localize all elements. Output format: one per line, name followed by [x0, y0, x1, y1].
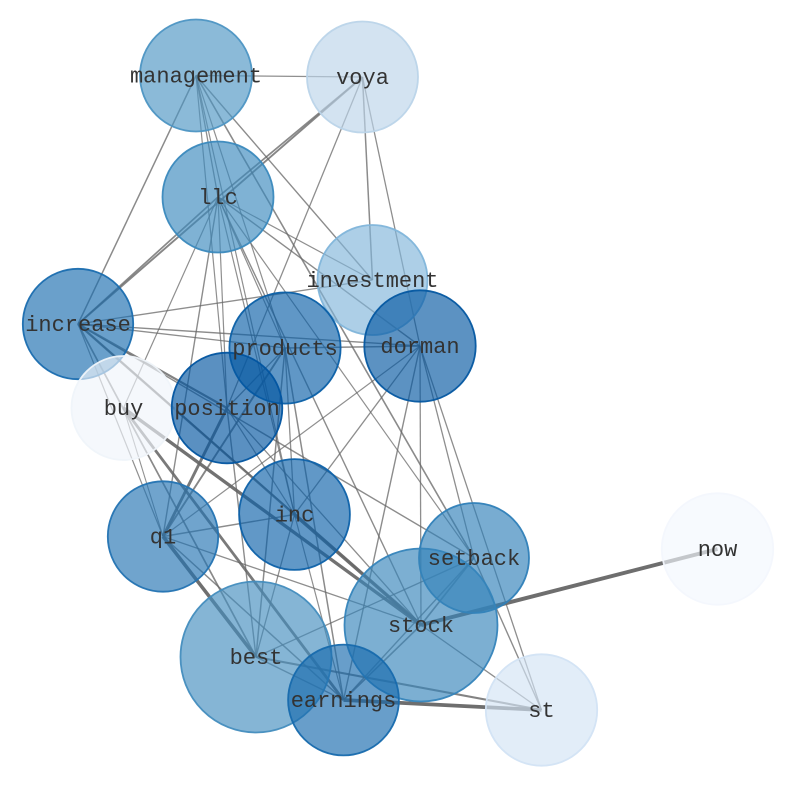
svg-text:dorman: dorman — [380, 335, 459, 360]
svg-text:setback: setback — [428, 547, 520, 572]
svg-text:best: best — [230, 646, 283, 671]
svg-text:products: products — [232, 337, 338, 362]
svg-text:increase: increase — [25, 313, 131, 338]
svg-text:stock: stock — [388, 614, 454, 639]
svg-text:st: st — [528, 699, 554, 724]
svg-text:investment: investment — [306, 269, 438, 294]
svg-text:buy: buy — [104, 397, 144, 422]
svg-text:inc: inc — [275, 504, 315, 529]
svg-text:q1: q1 — [150, 526, 176, 551]
svg-text:management: management — [130, 65, 262, 90]
svg-text:now: now — [698, 538, 738, 563]
svg-text:position: position — [174, 397, 280, 422]
svg-text:earnings: earnings — [291, 689, 397, 714]
svg-text:llc: llc — [198, 186, 238, 211]
svg-text:voya: voya — [336, 66, 389, 91]
